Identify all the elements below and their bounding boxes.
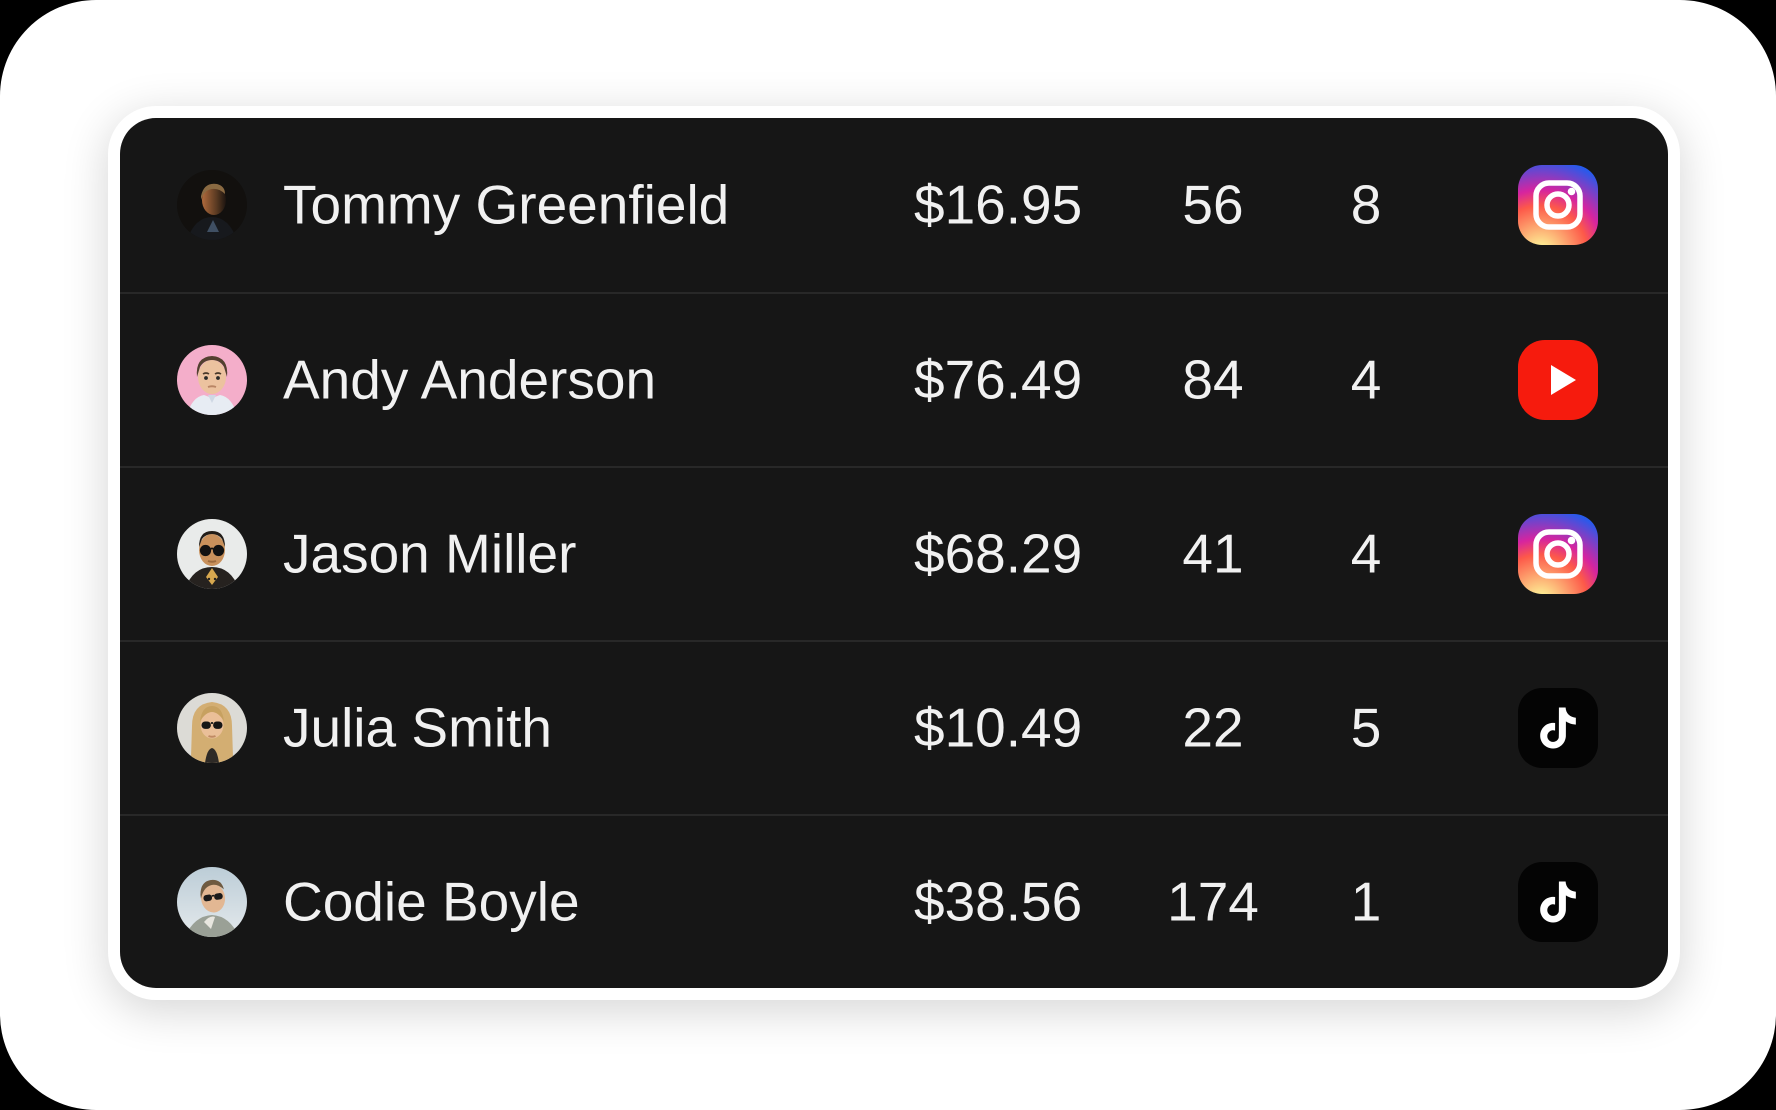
table-row[interactable]: Tommy Greenfield $16.95 56 8 [120, 118, 1668, 292]
creator-name: Jason Miller [283, 522, 577, 585]
tiktok-icon[interactable] [1518, 688, 1598, 768]
metric-secondary: 1 [1350, 870, 1382, 933]
earnings-value: $68.29 [914, 522, 1083, 585]
earnings-value: $16.95 [914, 173, 1083, 236]
earnings-value: $38.56 [914, 870, 1083, 933]
table-row[interactable]: Jason Miller $68.29 41 4 [120, 466, 1668, 640]
instagram-icon[interactable] [1518, 165, 1598, 245]
metric-secondary: 5 [1350, 696, 1382, 759]
metric-primary: 22 [1182, 696, 1244, 759]
table-row[interactable]: Codie Boyle $38.56 174 1 [120, 814, 1668, 988]
metric-secondary: 4 [1350, 348, 1382, 411]
metric-primary: 84 [1182, 348, 1244, 411]
youtube-icon[interactable] [1518, 340, 1598, 420]
metric-primary: 174 [1167, 870, 1259, 933]
creator-name: Tommy Greenfield [283, 173, 730, 236]
earnings-value: $76.49 [914, 348, 1083, 411]
avatar [177, 345, 247, 415]
avatar [177, 693, 247, 763]
instagram-icon[interactable] [1518, 514, 1598, 594]
metric-primary: 56 [1182, 173, 1244, 236]
earnings-value: $10.49 [914, 696, 1083, 759]
metric-primary: 41 [1182, 522, 1244, 585]
tiktok-icon[interactable] [1518, 862, 1598, 942]
metric-secondary: 8 [1350, 173, 1382, 236]
creator-name: Codie Boyle [283, 870, 580, 933]
avatar [177, 170, 247, 240]
creator-stats-card: Tommy Greenfield $16.95 56 8 [120, 118, 1668, 988]
creator-name: Andy Anderson [283, 348, 657, 411]
table-row[interactable]: Julia Smith $10.49 22 5 [120, 640, 1668, 814]
avatar [177, 867, 247, 937]
table-row[interactable]: Andy Anderson $76.49 84 4 [120, 292, 1668, 466]
creator-name: Julia Smith [283, 696, 552, 759]
metric-secondary: 4 [1350, 522, 1382, 585]
avatar [177, 519, 247, 589]
